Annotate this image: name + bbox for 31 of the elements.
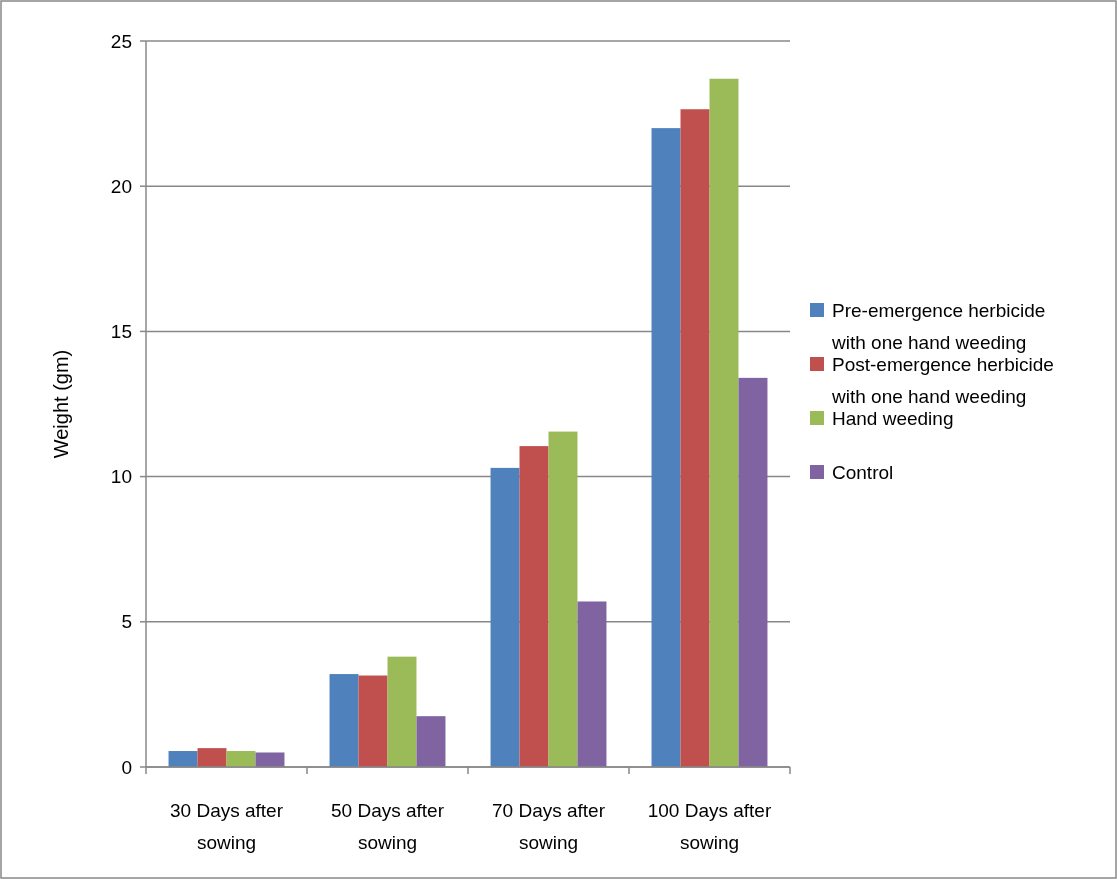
bar: [577, 601, 607, 767]
y-axis-title: Weight (gm): [50, 349, 72, 459]
legend-label: Hand weeding: [832, 407, 954, 429]
bar: [709, 78, 739, 767]
bar: [548, 431, 578, 767]
y-tick-label: 25: [110, 30, 132, 52]
x-tick-label: 50 Days after sowing: [331, 800, 445, 853]
x-tick-label: 30 Days after sowing: [170, 800, 284, 853]
bar: [651, 128, 681, 767]
bar: [358, 675, 388, 767]
bar: [168, 751, 198, 767]
bar: [197, 748, 227, 767]
y-tick-label: 10: [110, 466, 132, 488]
bar: [387, 656, 417, 767]
bar: [519, 446, 549, 767]
y-tick-label: 5: [121, 611, 132, 633]
x-tick-label: 70 Days after sowing: [492, 800, 606, 853]
x-tick-label: 100 Days after sowing: [647, 800, 772, 853]
bar: [329, 674, 359, 767]
bar: [680, 109, 710, 767]
y-tick-label: 15: [110, 321, 132, 343]
bar: [738, 377, 768, 767]
y-tick-label: 20: [110, 175, 132, 197]
y-tick-label: 0: [121, 756, 132, 778]
bar: [255, 752, 285, 767]
bar: [490, 467, 520, 767]
legend-label: Control: [832, 461, 894, 483]
legend-label: Pre-emergence herbicide with one hand weeding: [831, 299, 1046, 353]
bar: [226, 751, 256, 767]
bar: [416, 716, 446, 767]
legend-label: Post-emergence herbicide with one hand weeding: [831, 353, 1054, 407]
